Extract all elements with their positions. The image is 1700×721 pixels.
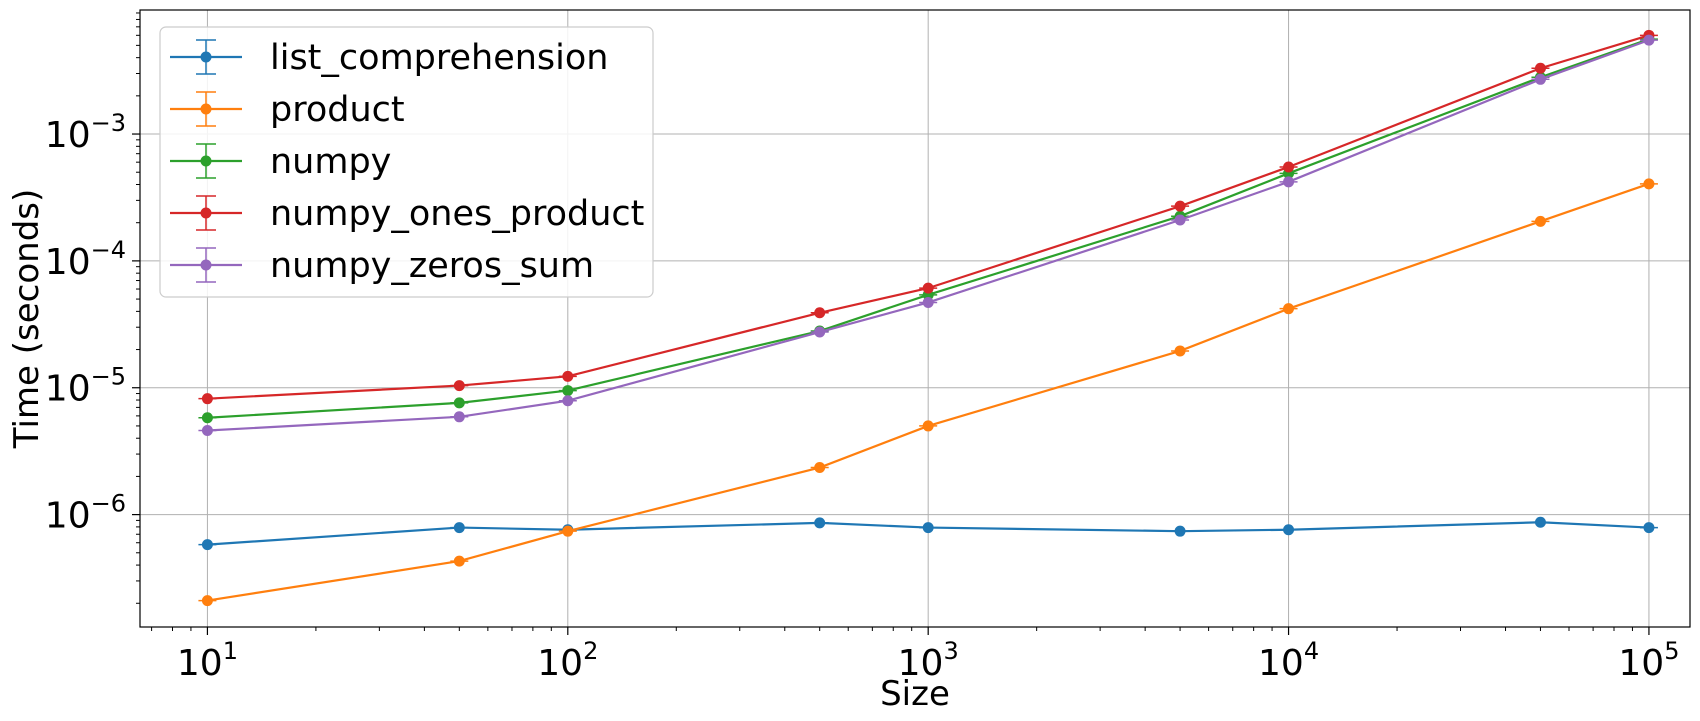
data-point (1174, 200, 1186, 212)
y-tick-label: 10−6 (45, 490, 126, 537)
series-group (198, 29, 1658, 607)
data-point (453, 522, 465, 534)
data-point (201, 412, 213, 424)
legend-label: numpy_zeros_sum (270, 246, 594, 286)
y-tick-label: 10−4 (45, 236, 126, 283)
data-point (562, 385, 574, 397)
plot-frame (139, 9, 1691, 628)
data-point (922, 420, 934, 432)
legend-label: numpy (270, 142, 391, 182)
y-axis-label: Time (seconds) (7, 189, 47, 450)
data-point (1534, 73, 1546, 85)
data-point (1643, 522, 1655, 534)
minor-ticks (136, 12, 1633, 631)
legend-label: numpy_ones_product (270, 194, 644, 234)
data-point (814, 326, 826, 338)
data-point (201, 393, 213, 405)
data-point (1174, 345, 1186, 357)
data-point (922, 296, 934, 308)
data-point (453, 380, 465, 392)
data-point (453, 555, 465, 567)
data-point (562, 370, 574, 382)
data-point (1534, 516, 1546, 528)
legend-label: product (270, 90, 405, 130)
data-point (201, 539, 213, 551)
series-product (198, 178, 1658, 607)
data-point (922, 282, 934, 294)
legend-item-numpy: numpy (170, 142, 391, 182)
x-tick-label: 105 (1618, 637, 1679, 684)
data-point (453, 411, 465, 423)
data-point (1643, 178, 1655, 190)
data-point (562, 395, 574, 407)
x-tick-label: 104 (1258, 637, 1319, 684)
x-tick-label: 101 (177, 637, 238, 684)
series-numpy_zeros_sum (198, 34, 1658, 437)
data-point (1174, 214, 1186, 226)
y-tick-label: 10−3 (45, 109, 126, 156)
data-point (1174, 525, 1186, 537)
legend-marker (200, 207, 212, 219)
y-tick-label: 10−5 (45, 363, 126, 410)
x-axis-label: Size (880, 674, 950, 714)
legend-item-product: product (170, 90, 405, 130)
legend-marker (200, 259, 212, 271)
axis-ticks: 101 102 103 104 105 10−6 10−5 10−4 10−3 (45, 109, 1680, 684)
legend-item-numpy_ones_product: numpy_ones_product (170, 194, 644, 234)
data-point (1534, 215, 1546, 227)
legend-box (159, 26, 654, 298)
data-point (1643, 34, 1655, 46)
series-numpy_ones_product (198, 29, 1658, 405)
data-point (1283, 161, 1295, 173)
legend-label: list_comprehension (270, 38, 608, 78)
data-point (1283, 303, 1295, 315)
data-point (1283, 176, 1295, 188)
data-point (201, 425, 213, 437)
legend-item-list_comprehension: list_comprehension (170, 38, 608, 78)
data-point (814, 307, 826, 319)
legend-item-numpy_zeros_sum: numpy_zeros_sum (170, 246, 594, 286)
data-point (1283, 524, 1295, 536)
legend-marker (200, 51, 212, 63)
x-tick-label: 102 (537, 637, 598, 684)
data-point (562, 525, 574, 537)
data-point (814, 517, 826, 529)
data-point (201, 595, 213, 607)
legend-marker (200, 103, 212, 115)
data-point (814, 462, 826, 474)
legend-marker (200, 155, 212, 167)
data-point (453, 397, 465, 409)
x-tick-label: 103 (898, 637, 959, 684)
data-point (922, 522, 934, 534)
data-point (1534, 62, 1546, 74)
